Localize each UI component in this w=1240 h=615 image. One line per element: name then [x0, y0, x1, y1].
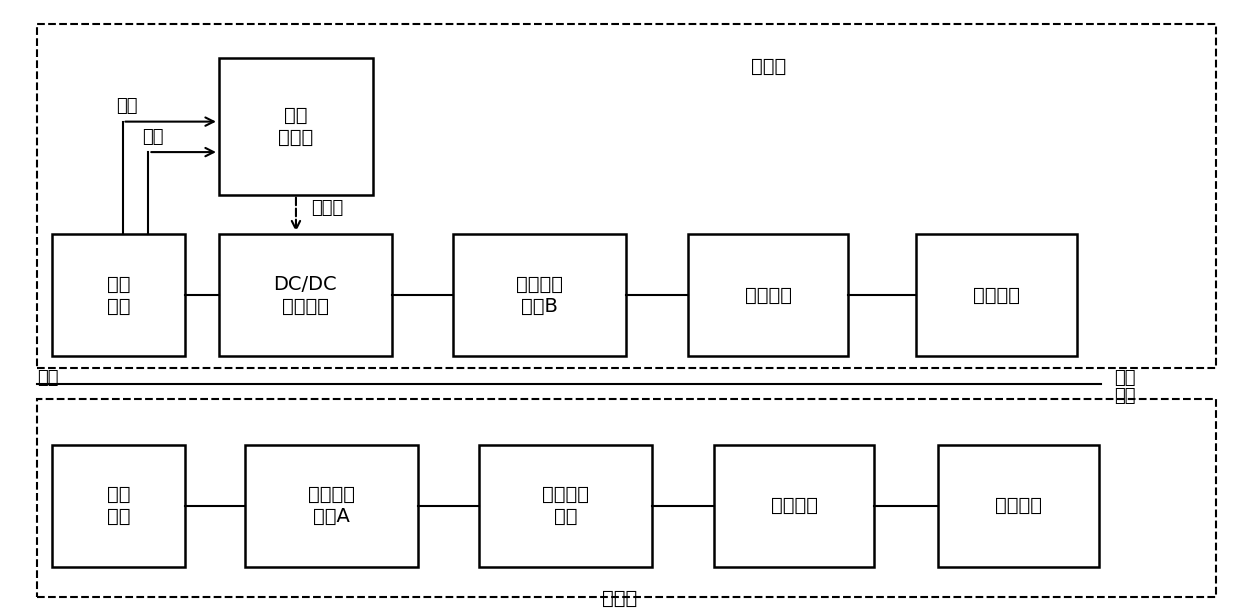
Text: 预测
控制器: 预测 控制器: [278, 106, 314, 147]
Bar: [52, 445, 186, 566]
Bar: [218, 234, 392, 356]
Bar: [939, 445, 1099, 566]
Text: 谐振: 谐振: [1114, 387, 1136, 405]
Text: 接收线圈: 接收线圈: [973, 286, 1021, 305]
Text: 接收端: 接收端: [750, 57, 786, 76]
Text: 电流: 电流: [117, 97, 138, 116]
Text: 整流滤波
模块A: 整流滤波 模块A: [308, 485, 355, 526]
Bar: [480, 445, 652, 566]
Bar: [37, 399, 1216, 597]
Text: 负载
电池: 负载 电池: [107, 275, 130, 316]
Bar: [52, 234, 186, 356]
Text: DC/DC
变换模块: DC/DC 变换模块: [273, 275, 337, 316]
Text: 耦合: 耦合: [1114, 368, 1136, 387]
Text: 发射端: 发射端: [603, 589, 637, 608]
Bar: [244, 445, 418, 566]
Text: 地面: 地面: [37, 368, 58, 387]
Bar: [37, 24, 1216, 368]
Text: 整流滤波
模块B: 整流滤波 模块B: [516, 275, 563, 316]
Bar: [916, 234, 1076, 356]
Text: 高频逆变
模块: 高频逆变 模块: [542, 485, 589, 526]
Text: 工频
电网: 工频 电网: [107, 485, 130, 526]
Bar: [688, 234, 848, 356]
Text: 补偿网络: 补偿网络: [745, 286, 791, 305]
Text: 补偿网络: 补偿网络: [770, 496, 817, 515]
Bar: [218, 58, 373, 195]
Bar: [454, 234, 626, 356]
Text: 占空比: 占空比: [311, 199, 343, 218]
Text: 电压: 电压: [143, 128, 164, 146]
Bar: [714, 445, 874, 566]
Text: 发射线圈: 发射线圈: [996, 496, 1043, 515]
